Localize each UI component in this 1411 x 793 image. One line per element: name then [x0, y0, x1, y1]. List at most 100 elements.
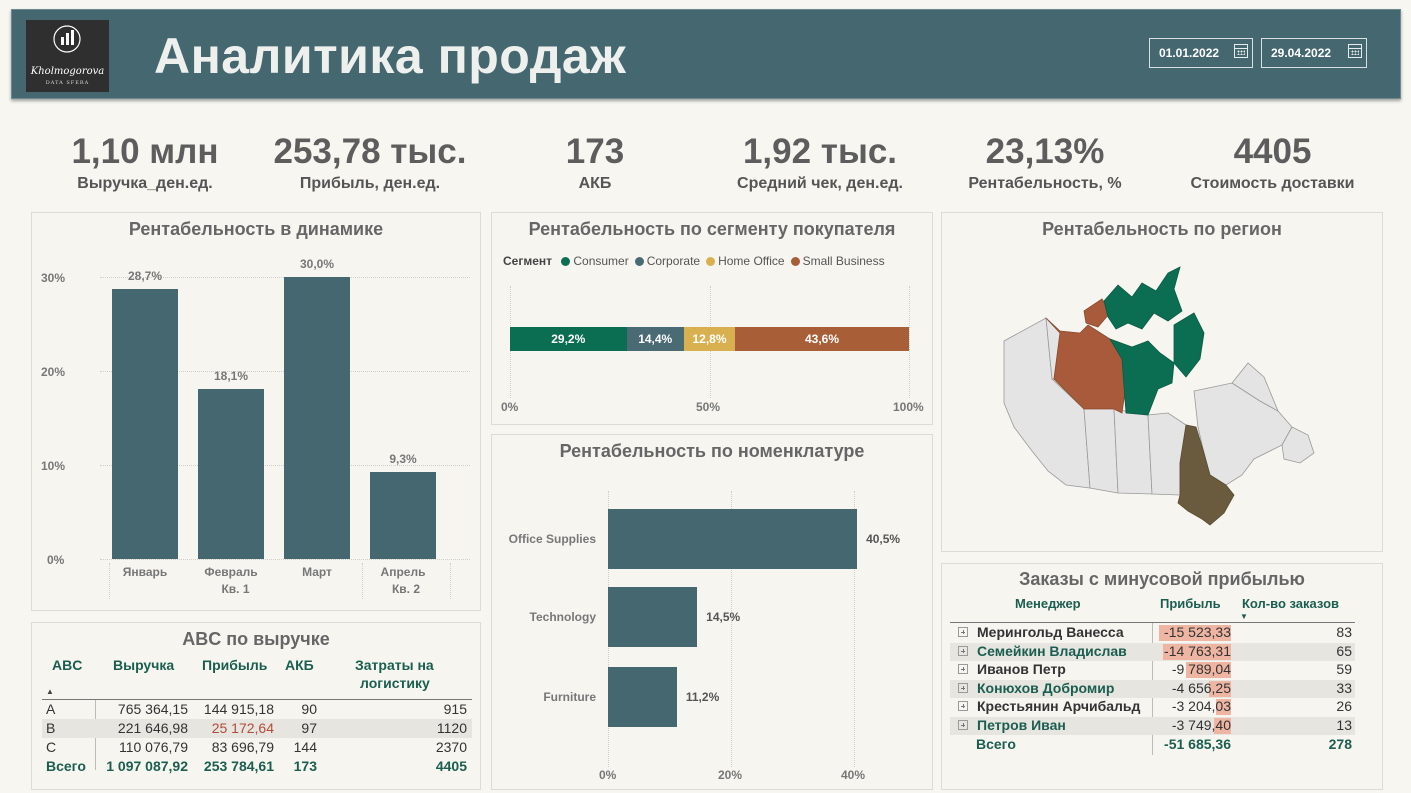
header-bar: Kholmogorova DATA SFERA Аналитика продаж…	[11, 9, 1401, 99]
logo-subtitle: DATA SFERA	[45, 80, 90, 86]
col-header-manager[interactable]: Менеджер	[1015, 596, 1081, 611]
map-region-nunavut-islands[interactable]	[1103, 266, 1183, 330]
table-row-abc: A	[46, 701, 56, 717]
map-region-ontario[interactable]	[1177, 424, 1235, 526]
panel-title: Заказы с минусовой прибылью	[1019, 569, 1305, 589]
manager-name: Конюхов Добромир	[977, 679, 1115, 696]
legend-item[interactable]: Consumer	[561, 254, 629, 268]
col-header-logistics-2: логистику	[360, 675, 430, 691]
dynamics-bar[interactable]	[112, 289, 178, 559]
segment-bar-2[interactable]: 12,8%	[683, 327, 736, 351]
dynamics-bar[interactable]	[284, 277, 350, 559]
manager-row[interactable]: Петров Иван	[958, 717, 1066, 733]
manager-name: Крестьянин Арчибальд	[977, 698, 1141, 715]
manager-row[interactable]: Семейкин Владислав	[958, 643, 1127, 659]
manager-name: Иванов Петр	[977, 661, 1066, 678]
panel-abc-revenue: ABC по выручке ABC Выручка Прибыль АКБ З…	[31, 622, 481, 790]
data-label: 11,2%	[685, 690, 720, 704]
region-map[interactable]	[942, 213, 1384, 553]
manager-row[interactable]: Крестьянин Арчибальд	[958, 698, 1140, 714]
table-cell-profit: 144 915,18	[203, 701, 274, 717]
legend-item[interactable]: Small Business	[790, 254, 885, 268]
header-divider	[42, 699, 472, 700]
y-tick-label: 10%	[41, 459, 66, 473]
table-cell-akb: 173	[293, 758, 317, 774]
col-header-akb[interactable]: АКБ	[285, 657, 314, 673]
manager-row[interactable]: Конюхов Добромир	[958, 680, 1114, 696]
legend-title: Сегмент	[503, 254, 553, 268]
nomenclature-bar[interactable]	[608, 667, 677, 727]
date-to-picker[interactable]: 29.04.2022	[1261, 38, 1367, 68]
expand-icon[interactable]	[958, 664, 968, 675]
legend-item[interactable]: Home Office	[706, 254, 785, 268]
panel-title: Рентабельность по регион	[1042, 219, 1282, 239]
nomenclature-bar[interactable]	[608, 587, 698, 647]
map-region-nwt-island[interactable]	[1083, 298, 1111, 328]
panel-profitability-dynamics: Рентабельность в динамике 30% 20% 10% 0%…	[31, 212, 481, 611]
col-header-profit[interactable]: Прибыль	[202, 657, 268, 673]
col-header-order-count[interactable]: Кол-во заказов	[1242, 596, 1339, 611]
table-cell-profit: 83 696,79	[211, 739, 274, 755]
profit-databar	[1162, 643, 1231, 660]
gridline	[731, 491, 732, 767]
calendar-icon[interactable]	[1348, 44, 1362, 58]
segment-bar-1[interactable]: 14,4%	[626, 327, 684, 351]
panel-title: Рентабельность по сегменту покупателя	[528, 219, 896, 239]
manager-name: Мерингольд Ванесса	[977, 624, 1124, 640]
x-tick-label: Февраль	[204, 565, 258, 579]
manager-row[interactable]: Иванов Петр	[958, 661, 1066, 677]
map-region-atlantic[interactable]	[1281, 426, 1315, 464]
x-tick-label: 20%	[718, 768, 743, 782]
segment-bar-0[interactable]: 29,2%	[510, 327, 627, 351]
manager-name: Семейкин Владислав	[977, 642, 1127, 659]
x-tick-label: 0%	[501, 400, 519, 414]
date-from-value: 01.01.2022	[1159, 46, 1220, 60]
table-cell-profit: -3 749,40	[1171, 717, 1231, 733]
legend-label: Home Office	[718, 254, 785, 268]
table-row-highlight	[950, 679, 1355, 698]
col-header-abc[interactable]: ABC	[52, 657, 83, 673]
x-tick-label: 0%	[599, 768, 617, 782]
col-header-logistics[interactable]: Затраты на	[355, 657, 434, 673]
expand-icon[interactable]	[958, 645, 968, 656]
date-from-picker[interactable]: 01.01.2022	[1149, 38, 1253, 68]
kpi-label: Стоимость доставки	[1190, 175, 1355, 192]
segment-bar-3[interactable]: 43,6%	[735, 327, 909, 351]
col-header-revenue[interactable]: Выручка	[113, 657, 175, 673]
dynamics-bar[interactable]	[198, 388, 264, 559]
map-region-labrador[interactable]	[1231, 362, 1279, 412]
expand-icon[interactable]	[958, 701, 968, 712]
map-region-nunavut[interactable]	[1109, 338, 1175, 416]
expand-icon[interactable]	[958, 720, 968, 730]
category-divider	[362, 563, 363, 599]
logo-name: Kholmogorova	[30, 66, 105, 77]
segment-legend: Сегмент Consumer Corporate Home Office Smal…	[503, 254, 891, 268]
legend-dot-icon	[634, 257, 644, 266]
kpi-label: Прибыль, ден.ед.	[299, 175, 441, 192]
y-tick-label: 0%	[47, 553, 65, 567]
data-label: 30,0%	[299, 257, 335, 271]
table-total-label: Всего	[46, 758, 86, 774]
map-region-saskatchewan[interactable]	[1113, 408, 1153, 495]
sort-ascending-icon[interactable]: ▲	[46, 687, 54, 696]
y-tick-label: 30%	[41, 271, 66, 285]
legend-item[interactable]: Corporate	[634, 254, 700, 268]
nomenclature-bar[interactable]	[608, 509, 858, 569]
table-cell-akb: 144	[293, 739, 317, 755]
legend-label: Small Business	[802, 254, 885, 268]
table-cell-profit: -14 763,31	[1164, 642, 1231, 659]
manager-row[interactable]: Мерингольд Ванесса	[958, 624, 1124, 640]
sort-descending-icon[interactable]: ▼	[1240, 612, 1248, 621]
legend-items: Consumer Corporate Home Office Small Busine…	[561, 254, 890, 268]
expand-icon[interactable]	[958, 682, 968, 693]
gridline	[100, 559, 470, 560]
kpi-label: Средний чек, ден.ед.	[737, 175, 903, 192]
expand-icon[interactable]	[958, 627, 968, 637]
map-region-baffin[interactable]	[1173, 312, 1205, 378]
table-cell-profit: -9 789,04	[1171, 661, 1231, 678]
dynamics-bar[interactable]	[370, 471, 436, 559]
table-cell-order-count: 26	[1336, 698, 1352, 715]
col-header-profit[interactable]: Прибыль	[1160, 596, 1221, 611]
company-logo: Kholmogorova DATA SFERA	[26, 20, 109, 92]
calendar-icon[interactable]	[1234, 44, 1248, 58]
